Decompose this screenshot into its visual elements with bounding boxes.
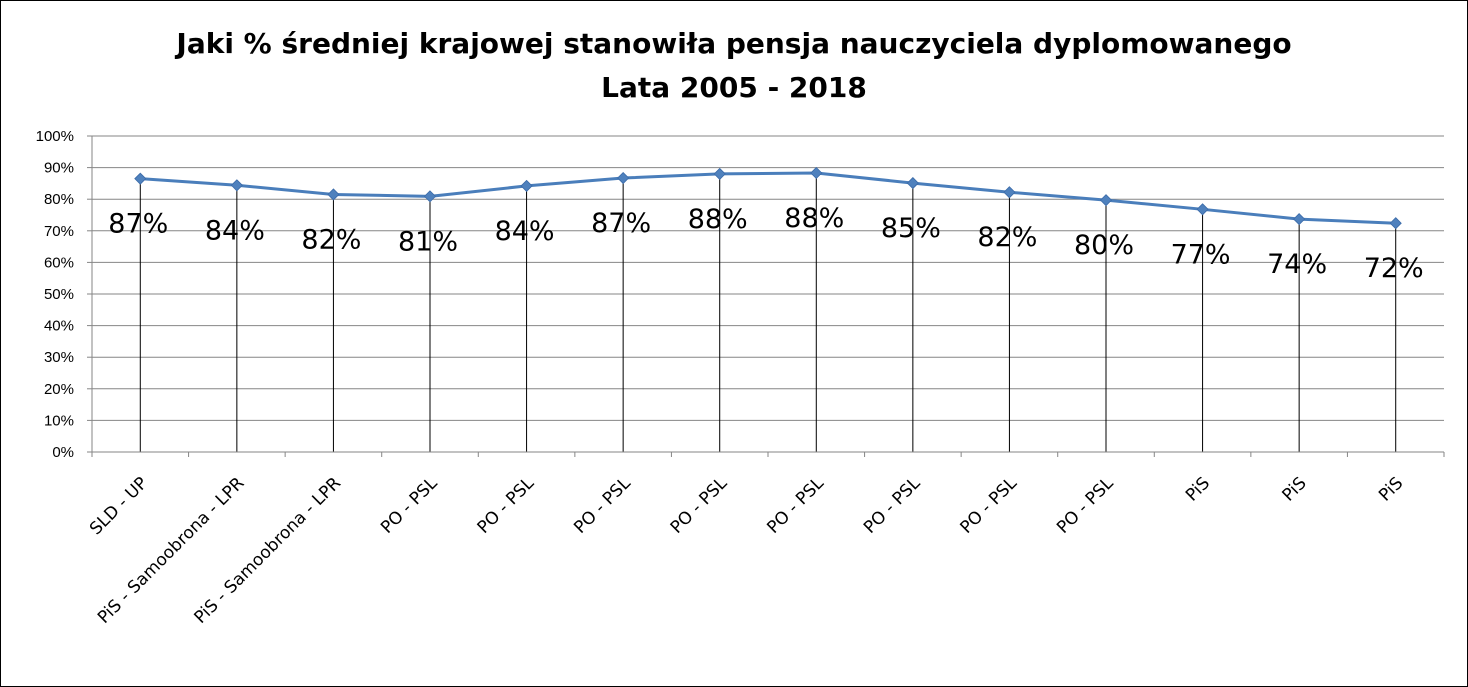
series-line — [140, 171, 1396, 225]
data-label: 72% — [1364, 253, 1424, 284]
data-label: 87% — [591, 208, 651, 239]
y-tick-label: 60% — [44, 254, 74, 271]
data-point-marker — [327, 188, 340, 201]
y-tick-label: 100% — [36, 128, 74, 145]
y-tick-label: 50% — [44, 286, 74, 303]
y-tick-label: 90% — [44, 160, 74, 177]
y-tick-label: 10% — [44, 412, 74, 429]
data-label: 77% — [1171, 239, 1231, 270]
data-label: 88% — [688, 204, 748, 235]
data-point-marker — [520, 179, 533, 192]
data-point-marker — [1196, 203, 1209, 216]
x-tick-label: PO - PSL — [474, 473, 539, 538]
data-point-marker — [906, 177, 919, 190]
data-point-marker — [617, 171, 630, 185]
data-label: 84% — [205, 215, 265, 246]
data-label: 85% — [881, 213, 941, 244]
x-tick-label: PO - PSL — [377, 473, 442, 538]
data-label: 81% — [398, 226, 458, 257]
x-tick-label: PO - PSL — [763, 473, 828, 538]
data-label: 74% — [1267, 249, 1327, 280]
x-tick-label: PiS — [1375, 473, 1407, 505]
y-tick-label: 80% — [44, 191, 74, 208]
data-label: 80% — [1074, 230, 1134, 261]
data-point-marker — [134, 172, 147, 185]
data-label: 87% — [108, 209, 168, 240]
x-tick-label: PO - PSL — [570, 473, 635, 538]
chart-subtitle: Lata 2005 - 2018 — [601, 71, 867, 104]
data-point-marker — [713, 167, 726, 180]
data-point-marker — [230, 179, 243, 192]
data-label: 84% — [495, 216, 555, 247]
y-tick-label: 0% — [52, 444, 74, 461]
x-tick-label: PiS — [1279, 473, 1311, 505]
chart-title: Jaki % średniej krajowej stanowiła pensj… — [176, 27, 1292, 60]
x-tick-label: PiS — [1182, 473, 1214, 505]
x-tick-label: PO - PSL — [667, 473, 732, 538]
data-point-marker — [423, 190, 437, 203]
x-tick-label: SLD - UP — [86, 473, 152, 539]
x-tick-label: PO - PSL — [957, 473, 1022, 538]
data-label: 82% — [977, 222, 1037, 253]
x-tick-label: PO - PSL — [860, 473, 925, 538]
data-point-marker — [1099, 194, 1113, 207]
data-label: 88% — [784, 203, 844, 234]
y-tick-label: 40% — [44, 318, 74, 335]
y-tick-label: 70% — [44, 223, 74, 240]
y-tick-label: 30% — [44, 349, 74, 366]
data-point-marker — [1389, 217, 1402, 230]
y-tick-label: 20% — [44, 381, 74, 398]
x-tick-label: PO - PSL — [1053, 473, 1118, 538]
data-point-marker — [1003, 186, 1016, 199]
data-label: 82% — [301, 224, 361, 255]
data-point-marker — [810, 166, 823, 180]
data-point-marker — [1293, 213, 1306, 226]
